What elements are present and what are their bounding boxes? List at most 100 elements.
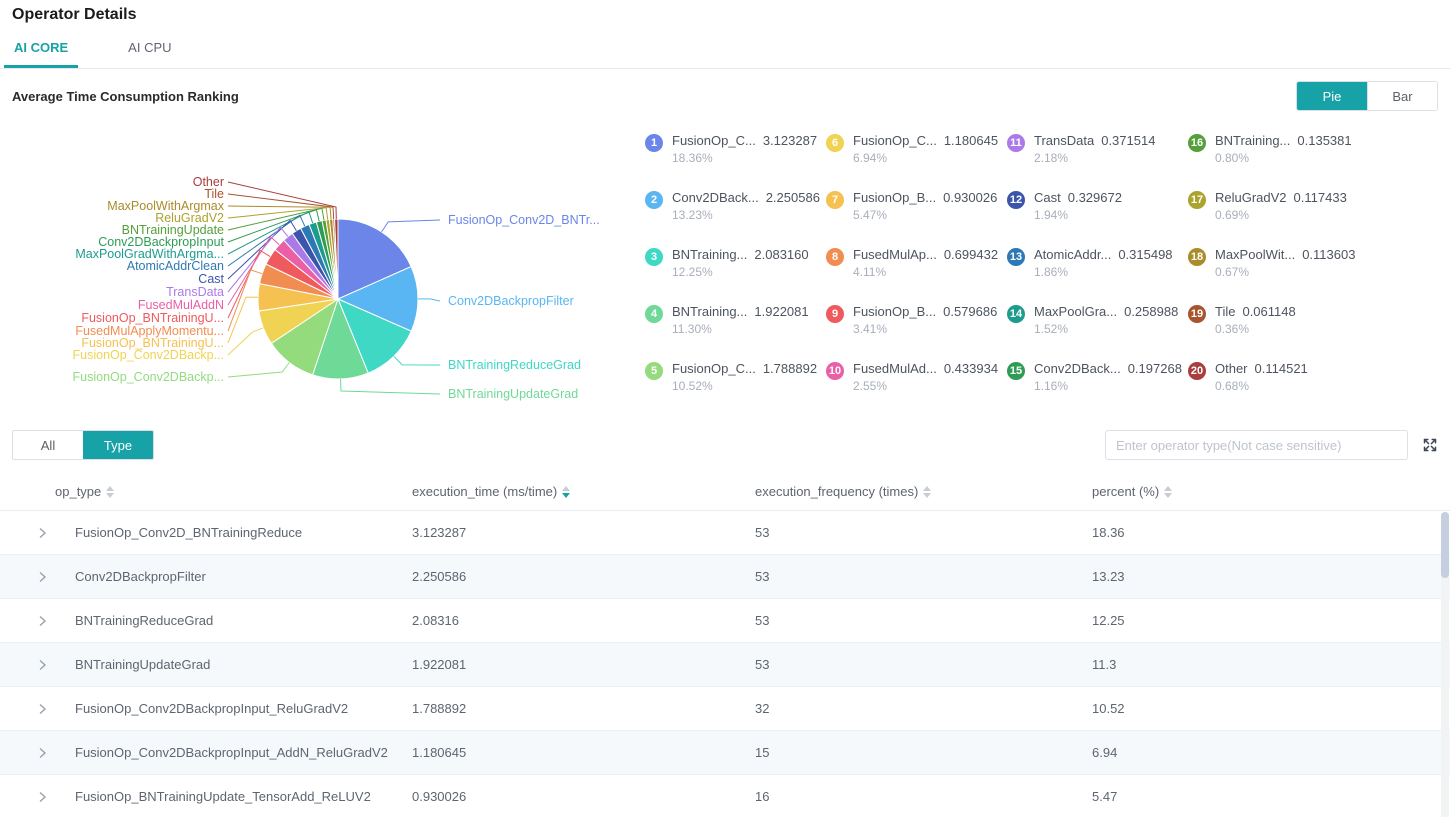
table-row[interactable]: FusionOp_Conv2DBackpropInput_ReluGradV2 1… xyxy=(0,687,1450,731)
sort-toggle-icon[interactable] xyxy=(562,485,571,498)
pie-label-line xyxy=(227,181,337,220)
row-expand-chevron-icon[interactable] xyxy=(38,570,47,583)
pie-slice-label-4: BNTrainingUpdateGrad xyxy=(448,387,578,401)
table-row[interactable]: BNTrainingReduceGrad 2.08316 53 12.25 xyxy=(0,599,1450,643)
pie-slice-label-18: MaxPoolWithArgmax xyxy=(107,199,224,213)
legend-op-name: MaxPoolWit... xyxy=(1215,247,1296,262)
table-filter-toggle: All Type xyxy=(12,430,154,460)
pie-label-line xyxy=(227,207,325,231)
legend-op-value: 0.113603 xyxy=(1302,247,1356,262)
column-header-execution_frequency[interactable]: execution_frequency (times) xyxy=(755,484,1092,499)
legend-item-17[interactable]: 17 ReluGradV2 0.117433 0.69% xyxy=(1188,186,1369,243)
pie-toggle-button[interactable]: Pie xyxy=(1297,82,1367,110)
row-expand-chevron-icon[interactable] xyxy=(38,614,47,627)
row-expand-chevron-icon[interactable] xyxy=(38,746,47,759)
legend-op-value: 1.788892 xyxy=(762,361,818,376)
legend-item-6[interactable]: 6 FusionOp_C... 1.180645 6.94% xyxy=(826,129,1007,186)
legend-item-19[interactable]: 19 Tile 0.061148 0.36% xyxy=(1188,300,1369,357)
legend-item-5[interactable]: 5 FusionOp_C... 1.788892 10.52% xyxy=(645,357,826,414)
pie-slice-label-13: AtomicAddrClean xyxy=(127,259,224,273)
legend-op-value: 0.433934 xyxy=(943,361,999,376)
table-row[interactable]: FusionOp_Conv2DBackpropInput_AddN_ReluGr… xyxy=(0,731,1450,775)
pie-label-line xyxy=(393,355,441,366)
legend-rank-badge: 17 xyxy=(1188,191,1206,209)
tab-ai-cpu[interactable]: AI CPU xyxy=(128,40,172,55)
sort-toggle-icon[interactable] xyxy=(923,485,932,498)
pie-slice-label-5: FusionOp_Conv2DBackp... xyxy=(73,370,224,384)
table-row[interactable]: Conv2DBackpropFilter 2.250586 53 13.23 xyxy=(0,555,1450,599)
legend-item-7[interactable]: 7 FusionOp_B... 0.930026 5.47% xyxy=(826,186,1007,243)
cell-percent: 6.94 xyxy=(1092,745,1118,760)
operator-type-search-input[interactable] xyxy=(1105,430,1408,460)
legend-item-1[interactable]: 1 FusionOp_C... 3.123287 18.36% xyxy=(645,129,826,186)
legend-rank-badge: 3 xyxy=(645,248,663,266)
column-header-op_type[interactable]: op_type xyxy=(0,484,412,499)
legend-rank-badge: 6 xyxy=(826,134,844,152)
table-row[interactable]: BNTrainingUpdateGrad 1.922081 53 11.3 xyxy=(0,643,1450,687)
legend-item-14[interactable]: 14 MaxPoolGra... 0.258988 1.52% xyxy=(1007,300,1188,357)
sort-toggle-icon[interactable] xyxy=(1164,485,1173,498)
legend-op-value: 0.930026 xyxy=(943,190,998,205)
legend-item-8[interactable]: 8 FusedMulAp... 0.699432 4.11% xyxy=(826,243,1007,300)
pie-chart-section: Other Tile MaxPoolWithArgmax ReluGradV2 BNTr… xyxy=(0,115,1450,421)
pie-label-line xyxy=(227,207,329,220)
legend-item-3[interactable]: 3 BNTraining... 2.083160 12.25% xyxy=(645,243,826,300)
legend-item-9[interactable]: 9 FusionOp_B... 0.579686 3.41% xyxy=(826,300,1007,357)
table-row[interactable]: FusionOp_BNTrainingUpdate_TensorAdd_ReLU… xyxy=(0,775,1450,817)
legend-op-name: BNTraining... xyxy=(1215,133,1291,148)
pie-slice-label-20: Other xyxy=(193,175,224,189)
pie-slice-20[interactable] xyxy=(334,218,339,300)
column-label: op_type xyxy=(55,484,102,499)
legend-item-16[interactable]: 16 BNTraining... 0.135381 0.80% xyxy=(1188,129,1369,186)
pie-legend: 1 FusionOp_C... 3.123287 18.36% 2 Conv2DBack.… xyxy=(645,129,1369,414)
row-expand-chevron-icon[interactable] xyxy=(38,702,47,715)
legend-item-11[interactable]: 11 TransData 0.371514 2.18% xyxy=(1007,129,1188,186)
pie-slice-label-16: BNTrainingUpdate xyxy=(122,223,224,237)
tab-ai-core[interactable]: AI CORE xyxy=(4,32,79,68)
expand-table-button[interactable] xyxy=(1422,437,1438,453)
pie-slice-3[interactable] xyxy=(337,298,412,374)
legend-item-12[interactable]: 12 Cast 0.329672 1.94% xyxy=(1007,186,1188,243)
cell-percent: 18.36 xyxy=(1092,525,1125,540)
sort-desc-caret xyxy=(106,492,115,498)
pie-slice-2[interactable] xyxy=(336,265,419,332)
column-header-percent[interactable]: percent (%) xyxy=(1092,484,1450,499)
legend-op-name: FusionOp_C... xyxy=(672,133,756,148)
legend-item-2[interactable]: 2 Conv2DBack... 2.250586 13.23% xyxy=(645,186,826,243)
cell-execution-time: 1.788892 xyxy=(412,701,467,716)
legend-op-percent: 10.52% xyxy=(672,379,713,393)
row-expand-chevron-icon[interactable] xyxy=(38,790,47,803)
table-scrollbar[interactable] xyxy=(1441,512,1449,817)
legend-rank-badge: 2 xyxy=(645,191,663,209)
bar-toggle-button[interactable]: Bar xyxy=(1367,82,1437,110)
legend-op-percent: 11.30% xyxy=(672,322,712,336)
table-row[interactable]: FusionOp_Conv2D_BNTrainingReduce 3.123287… xyxy=(0,511,1450,555)
pie-slice-1[interactable] xyxy=(337,218,412,300)
row-expand-chevron-icon[interactable] xyxy=(38,658,47,671)
legend-item-10[interactable]: 10 FusedMulAd... 0.433934 2.55% xyxy=(826,357,1007,414)
column-header-execution_time[interactable]: execution_time (ms/time) xyxy=(412,484,755,499)
row-expand-chevron-icon[interactable] xyxy=(38,526,47,539)
legend-op-percent: 3.41% xyxy=(853,322,888,336)
legend-item-20[interactable]: 20 Other 0.114521 0.68% xyxy=(1188,357,1369,414)
filter-type-button[interactable]: Type xyxy=(83,431,153,459)
scrollbar-thumb[interactable] xyxy=(1441,512,1449,578)
legend-op-value: 0.197268 xyxy=(1127,361,1182,376)
legend-item-15[interactable]: 15 Conv2DBack... 0.197268 1.16% xyxy=(1007,357,1188,414)
cell-execution-frequency: 15 xyxy=(755,745,770,760)
legend-op-percent: 0.67% xyxy=(1215,265,1250,279)
legend-item-4[interactable]: 4 BNTraining... 1.922081 11.30% xyxy=(645,300,826,357)
sort-toggle-icon[interactable] xyxy=(106,485,115,498)
pie-label-line xyxy=(227,205,332,220)
legend-rank-badge: 4 xyxy=(645,305,663,323)
legend-item-18[interactable]: 18 MaxPoolWit... 0.113603 0.67% xyxy=(1188,243,1369,300)
table-header-row: op_type execution_time (ms/time) execution… xyxy=(0,473,1450,511)
legend-op-value: 0.329672 xyxy=(1067,190,1122,205)
legend-op-value: 3.123287 xyxy=(762,133,818,148)
filter-all-button[interactable]: All xyxy=(13,431,83,459)
sort-asc-caret xyxy=(106,485,115,491)
cell-execution-frequency: 53 xyxy=(755,657,770,672)
legend-item-13[interactable]: 13 AtomicAddr... 0.315498 1.86% xyxy=(1007,243,1188,300)
legend-rank-badge: 10 xyxy=(826,362,844,380)
column-label: execution_time (ms/time) xyxy=(412,484,558,499)
